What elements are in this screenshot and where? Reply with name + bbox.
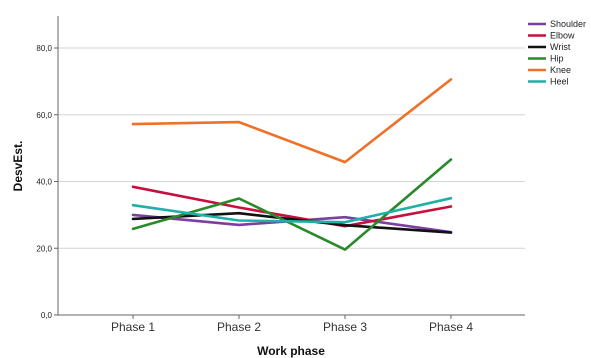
series-line-knee [131,78,453,164]
y-axis-ticks: 0,0 20,0 40,0 60,0 80,0 [36,44,58,320]
y-axis-title: DesvEst. [11,141,25,192]
legend-label-heel: Heel [550,77,569,87]
x-tick-label: Phase 4 [429,320,473,334]
gridlines [58,47,525,249]
legend-label-wrist: Wrist [550,42,571,52]
series-line-heel [131,196,453,224]
series-line-wrist [131,211,453,234]
y-tick-label: 80,0 [36,44,52,53]
y-tick-label: 40,0 [36,178,52,187]
series-line-hip [131,158,453,251]
x-axis-title: Work phase [257,344,325,358]
y-tick-label: 0,0 [41,311,53,320]
legend-label-hip: Hip [550,54,564,64]
legend-label-shoulder: Shoulder [550,19,586,29]
y-tick-label: 60,0 [36,111,52,120]
x-tick-label: Phase 2 [217,320,261,334]
legend-label-knee: Knee [550,65,571,75]
y-tick-label: 20,0 [36,244,52,253]
x-tick-label: Phase 1 [111,320,155,334]
x-tick-label: Phase 3 [323,320,367,334]
series-lines [131,78,453,251]
x-axis-ticks: Phase 1 Phase 2 Phase 3 Phase 4 [111,315,473,334]
series-line-elbow [131,185,453,228]
legend-label-elbow: Elbow [550,31,575,41]
